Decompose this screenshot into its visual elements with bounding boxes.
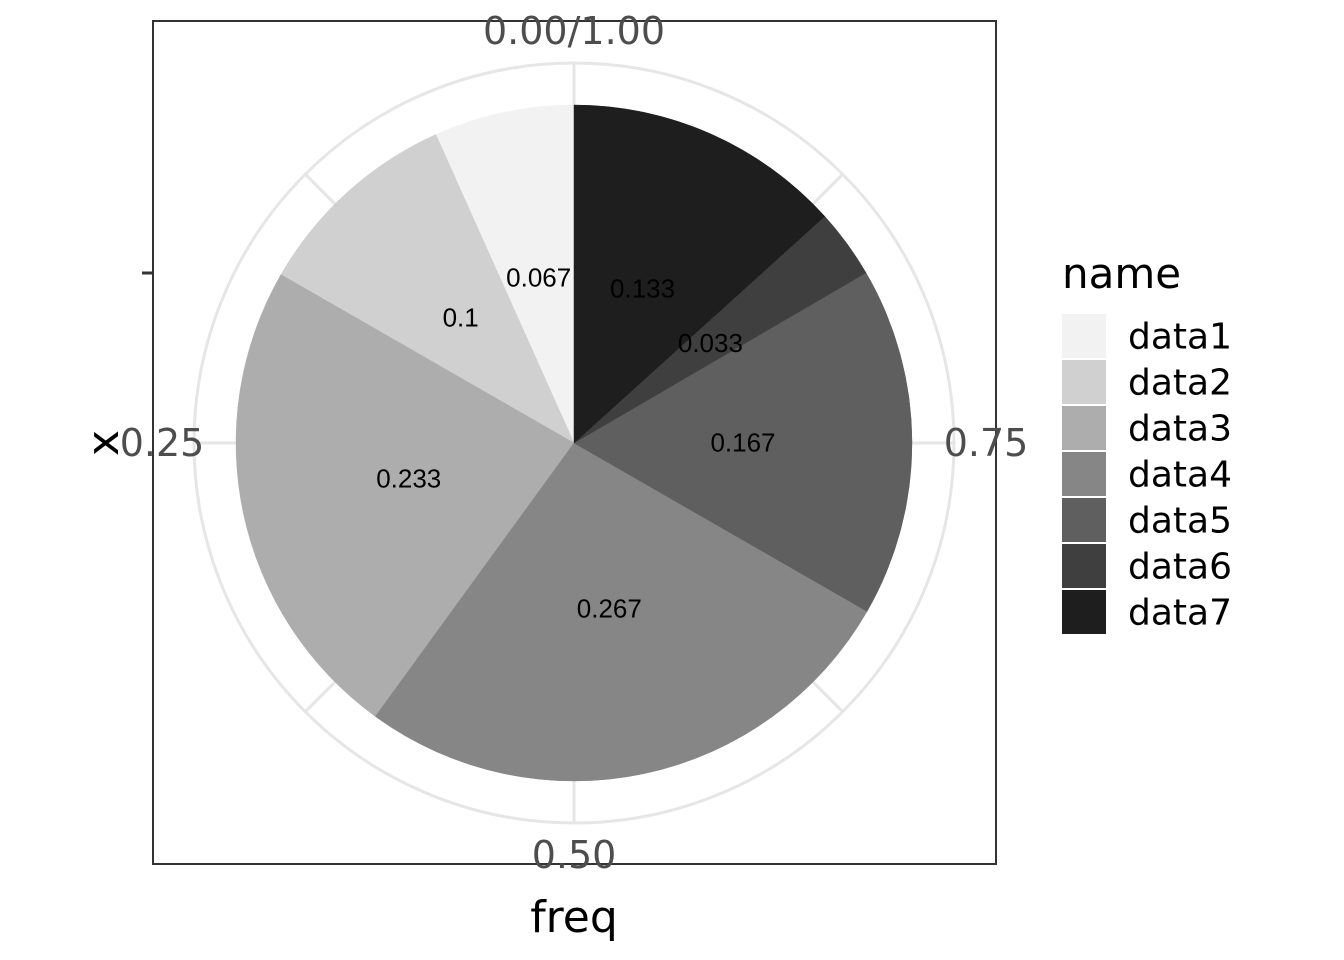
grid-spoke <box>304 173 339 208</box>
grid-spoke <box>304 678 339 713</box>
data-label-data7: 0.133 <box>610 274 675 304</box>
data-label-data4: 0.267 <box>577 593 642 623</box>
legend-swatch-data6 <box>1062 544 1106 588</box>
theta-tick-label: 0.25 <box>120 421 205 465</box>
legend-label-data7: data7 <box>1128 593 1232 634</box>
theta-tick-label: 0.50 <box>532 833 617 877</box>
legend-swatch-data4 <box>1062 452 1106 496</box>
legend-label-data3: data3 <box>1128 409 1232 450</box>
pie-slice-data5 <box>573 272 913 612</box>
legend-title: name <box>1062 249 1181 298</box>
legend-label-data1: data1 <box>1128 317 1232 358</box>
legend-label-data5: data5 <box>1128 501 1232 542</box>
theta-tick-labels: 0.00/1.00 0.25 0.50 0.75 <box>120 9 1029 877</box>
grid-spoke <box>809 173 844 208</box>
legend: name data1 data2 data3 data4 data5 data6 data7 <box>1062 249 1232 634</box>
x-axis-title: freq <box>530 892 618 943</box>
legend-swatch-data1 <box>1062 314 1106 358</box>
data-label-data6: 0.033 <box>678 328 743 358</box>
panel-border <box>152 20 997 865</box>
pie-slice-data1 <box>435 104 575 444</box>
y-axis-title: x <box>78 430 129 456</box>
data-label-data2: 0.1 <box>443 303 479 333</box>
grid-spoke <box>809 678 844 713</box>
data-label-data5: 0.167 <box>710 427 775 457</box>
legend-swatch-data5 <box>1062 498 1106 542</box>
legend-swatch-data7 <box>1062 590 1106 634</box>
pie-slice-data4 <box>374 442 868 782</box>
theta-tick-label: 0.00/1.00 <box>483 9 665 53</box>
data-label-data1: 0.067 <box>506 263 571 293</box>
legend-label-data4: data4 <box>1128 455 1232 496</box>
pie-slices <box>235 104 913 782</box>
pie-slice-data2 <box>280 134 575 444</box>
pie-slice-data7 <box>573 104 826 444</box>
legend-swatch-data3 <box>1062 406 1106 450</box>
legend-label-data6: data6 <box>1128 547 1232 588</box>
legend-swatch-data2 <box>1062 360 1106 404</box>
pie-slice-data3 <box>235 274 575 717</box>
data-label-data3: 0.233 <box>376 463 441 493</box>
theta-tick-label: 0.75 <box>944 421 1029 465</box>
polar-grid <box>192 61 956 825</box>
legend-label-data2: data2 <box>1128 363 1232 404</box>
